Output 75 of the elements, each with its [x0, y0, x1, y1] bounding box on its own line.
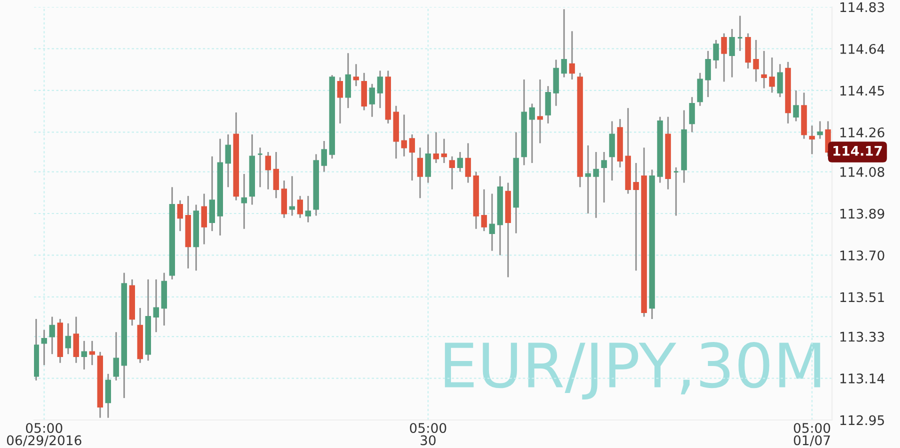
candlestick	[209, 156, 215, 232]
candlestick	[321, 140, 327, 172]
candlestick	[769, 56, 775, 94]
y-tick-label: 114.08	[840, 166, 884, 177]
text: EUR/JPY,30M	[444, 342, 820, 400]
candlestick	[793, 90, 799, 122]
candlestick	[545, 85, 551, 124]
candlestick	[297, 195, 303, 219]
y-tick-label: 112.95	[840, 415, 884, 426]
x-tick-label: 05:00 01/07	[794, 423, 830, 446]
candlestick	[353, 63, 359, 87]
candlestick	[593, 151, 599, 219]
candlestick	[289, 175, 295, 216]
candlestick	[305, 195, 311, 223]
y-tick-label: 114.26	[840, 127, 884, 138]
candlestick	[753, 39, 759, 82]
candlestick	[489, 193, 495, 252]
candlestick	[729, 28, 735, 78]
candlestick	[569, 30, 575, 80]
candlestick	[561, 8, 567, 78]
annotation: 114.17	[833, 146, 882, 156]
candlestick	[481, 188, 487, 232]
candlestick	[401, 114, 407, 158]
y-tick-label: 113.14	[840, 373, 884, 384]
candlestick	[201, 193, 207, 245]
candlestick	[89, 340, 96, 366]
candlestick	[41, 329, 48, 366]
x-tick-label: 05:00 30	[410, 423, 446, 446]
candlestick	[441, 138, 447, 164]
candlestick	[273, 151, 279, 199]
candlestick	[721, 32, 727, 82]
candlestick	[65, 322, 72, 355]
candlestick	[713, 39, 719, 70]
candlestick	[177, 200, 184, 232]
candlestick	[337, 76, 343, 124]
y-tick-label: 113.70	[840, 250, 884, 260]
candlestick	[777, 63, 783, 98]
y-tick-label: 113.51	[840, 292, 884, 302]
y-tick-label: 114.64	[840, 44, 884, 54]
candlestick	[409, 134, 415, 182]
candlestick	[377, 70, 383, 109]
candlestick	[449, 156, 455, 190]
y-tick-label: 114.45	[840, 86, 884, 96]
candlestick	[113, 331, 120, 382]
candlestick	[417, 146, 423, 199]
candlestick	[537, 78, 543, 144]
y-tick-label: 113.33	[840, 332, 884, 342]
candlestick	[689, 96, 695, 133]
candlestick	[345, 52, 351, 109]
candlestick	[433, 132, 439, 164]
candlestick	[585, 144, 591, 214]
candlestick	[609, 120, 615, 182]
y-tick-label: 114.83	[840, 2, 884, 12]
candlestick	[809, 124, 815, 155]
x-tick-label: 05:00 06/29/2016	[6, 423, 82, 446]
candlestick	[465, 142, 471, 184]
candlestick	[817, 120, 823, 140]
candlestick	[369, 83, 375, 118]
candlestick	[761, 50, 767, 89]
candlestick	[697, 72, 703, 107]
candlestick	[105, 373, 112, 418]
candlestick	[81, 340, 88, 370]
candlestick	[633, 162, 639, 272]
candlestick	[457, 151, 463, 172]
y-tick-label: 113.89	[840, 208, 884, 219]
candlestick	[153, 278, 160, 333]
candlestick	[705, 50, 711, 98]
candlestick	[265, 151, 271, 190]
candlestick	[425, 134, 431, 184]
candlestick	[601, 151, 607, 204]
candlestick	[49, 316, 56, 355]
candlestick	[529, 102, 535, 164]
candlestick	[225, 134, 231, 188]
candlestick	[73, 316, 80, 364]
candlestick	[241, 173, 247, 230]
